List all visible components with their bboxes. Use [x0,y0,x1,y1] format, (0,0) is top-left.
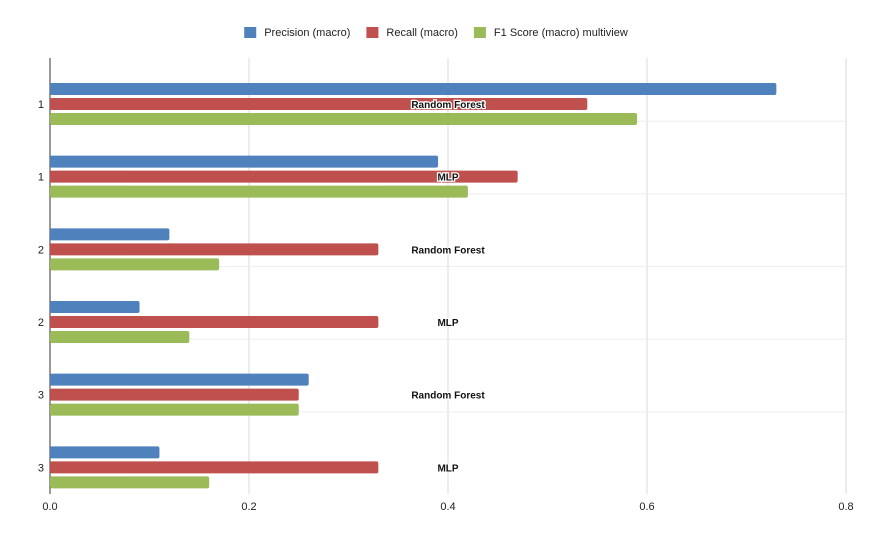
bar-f1-score-macro-multiview [50,403,299,416]
legend-swatch [473,27,486,38]
x-tick-label: 0.2 [241,501,256,513]
category-annotation: MLP [437,173,458,184]
bar-precision-macro [50,155,439,168]
legend-label: Recall (macro) [386,27,458,39]
x-tick-label: 0.0 [42,501,57,513]
x-tick-label: 0.6 [639,501,654,513]
legend-item[interactable]: Precision (macro) [244,27,350,39]
y-tick-label: 1 [38,172,44,184]
y-tick-label: 2 [38,244,44,256]
y-tick-label: 3 [38,462,44,474]
y-axis-labels: 1 1 2 2 3 3 [38,99,44,474]
category-annotation: Random Forest [411,391,485,402]
bar-f1-score-macro-multiview [50,476,210,489]
bar-precision-macro [50,446,160,459]
category-annotation: MLP [437,463,458,474]
legend-item[interactable]: F1 Score (macro) multiview [473,27,628,39]
bar-f1-score-macro-multiview [50,331,190,343]
bar-precision-macro [50,83,777,95]
y-tick-label: 3 [38,390,44,402]
bar-recall-macro [50,461,379,474]
bar-recall-macro [50,170,518,183]
category-annotations: Random Forest MLP Random Forest MLP Random F… [410,99,487,476]
bars [50,83,777,489]
y-tick-label: 1 [38,99,44,111]
y-tick-label: 2 [38,317,44,329]
x-tick-label: 0.8 [838,501,853,513]
legend-label: Precision (macro) [264,27,350,39]
bar-precision-macro [50,228,170,241]
legend-label: F1 Score (macro) multiview [494,27,628,39]
legend-item[interactable]: Recall (macro) [366,27,458,39]
bar-recall-macro [50,243,379,256]
bar-recall-macro [50,98,588,110]
legend: Precision (macro) Recall (macro) F1 Score … [244,27,628,39]
bar-recall-macro [50,316,379,328]
x-axis-labels: 0.0 0.2 0.4 0.6 0.8 [42,501,853,513]
category-annotation: Random Forest [411,100,485,111]
bar-f1-score-macro-multiview [50,113,638,125]
category-annotation: MLP [437,318,458,329]
legend-swatch [366,27,379,38]
bar-precision-macro [50,301,140,313]
bar-recall-macro [50,388,299,401]
category-annotation: Random Forest [411,245,485,256]
bar-precision-macro [50,373,309,386]
bar-f1-score-macro-multiview [50,185,468,198]
x-tick-label: 0.4 [440,501,455,513]
bar-f1-score-macro-multiview [50,258,220,271]
legend-swatch [244,27,257,38]
